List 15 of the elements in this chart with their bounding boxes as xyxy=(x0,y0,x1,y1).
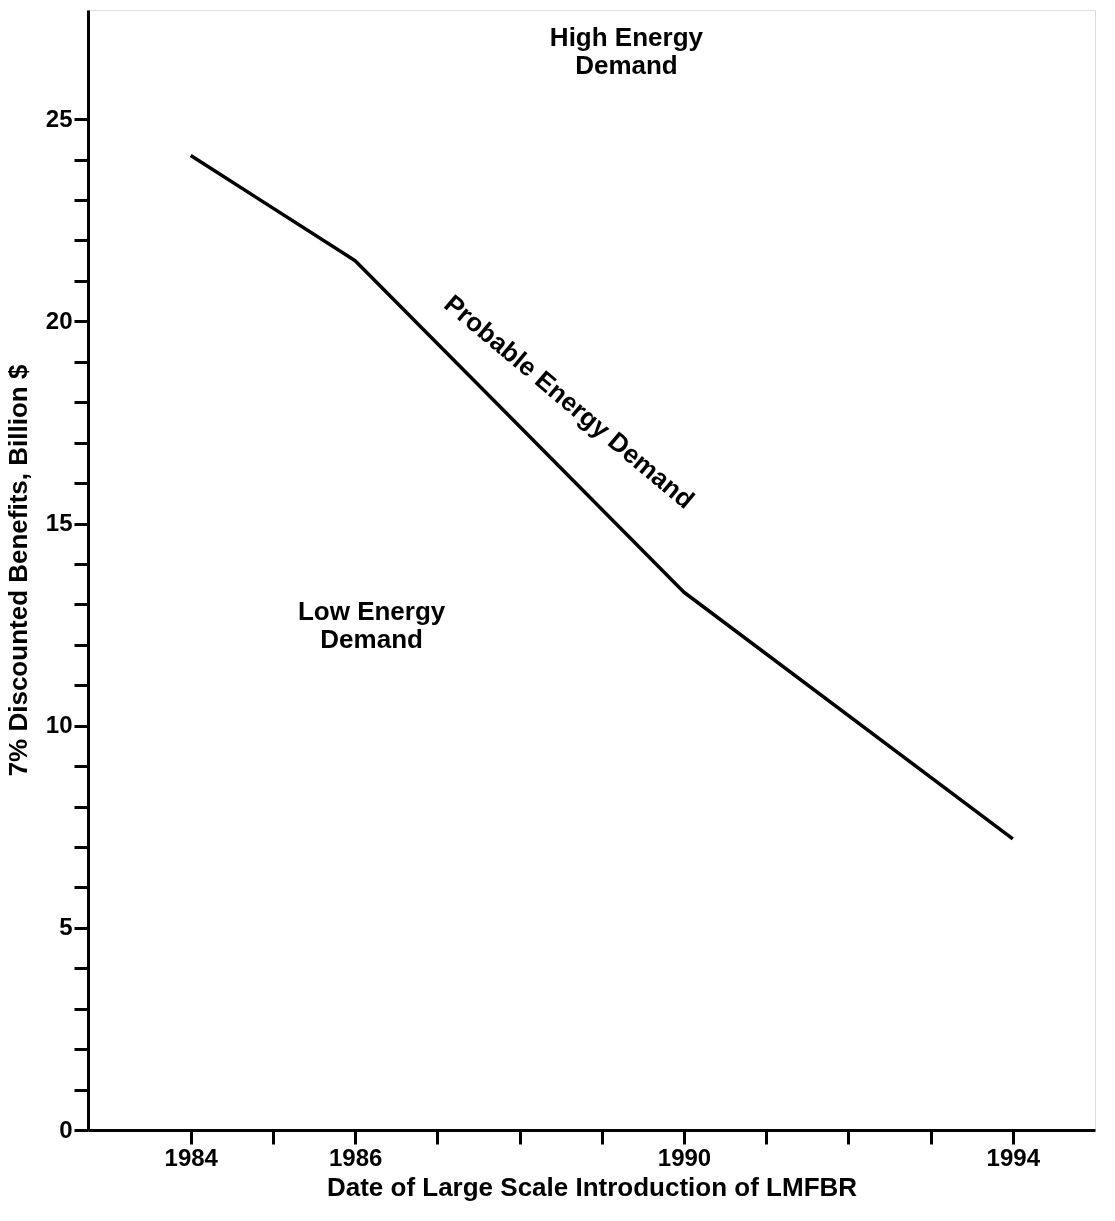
y-tick-label: 20 xyxy=(45,306,73,334)
y-tick-label: 5 xyxy=(59,913,73,941)
line-series xyxy=(189,153,1015,841)
y-tick-label: 25 xyxy=(45,104,73,132)
annotation: High Energy Demand xyxy=(549,22,704,81)
x-tick-label: 1986 xyxy=(328,1143,383,1171)
y-tick-label: 10 xyxy=(45,711,73,739)
x-tick-label: 1984 xyxy=(164,1143,219,1171)
x-tick-label: 1994 xyxy=(986,1143,1041,1171)
annotation: Low Energy Demand xyxy=(297,596,446,655)
y-tick-label: 0 xyxy=(59,1115,73,1143)
x-axis-title: Date of Large Scale Introduction of LMFBR xyxy=(326,1171,858,1202)
y-tick-label: 15 xyxy=(45,509,73,536)
y-axis-title: 7% Discounted Benefits, Billion $ xyxy=(2,364,33,777)
x-tick-label: 1990 xyxy=(657,1143,712,1171)
